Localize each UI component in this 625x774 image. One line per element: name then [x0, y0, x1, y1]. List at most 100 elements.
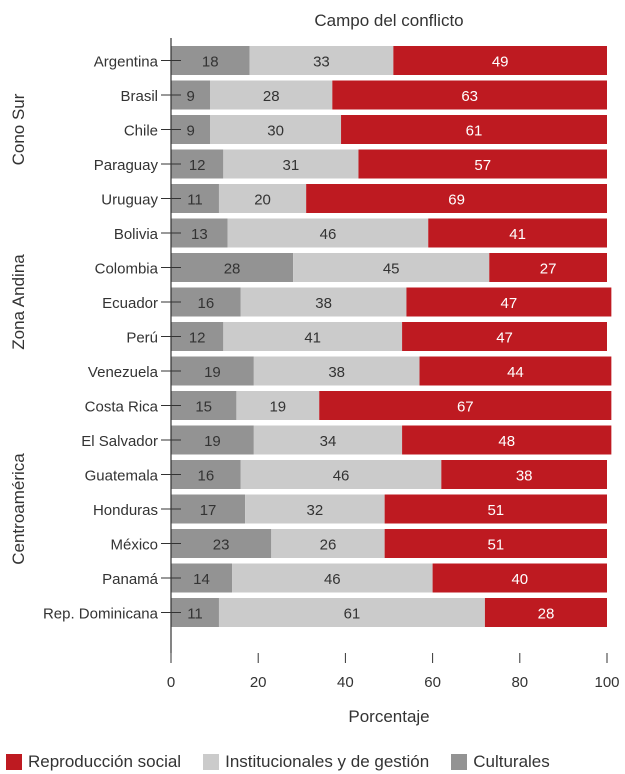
- data-label: 31: [283, 157, 300, 174]
- data-label: 63: [461, 88, 478, 105]
- data-label: 17: [200, 502, 217, 519]
- data-label: 19: [269, 399, 286, 416]
- data-label: 28: [263, 88, 280, 105]
- legend-label: Institucionales y de gestión: [225, 752, 430, 771]
- bar-segment: [171, 356, 254, 386]
- data-label: 23: [213, 537, 230, 554]
- bar-segment: [218, 184, 307, 213]
- legend-swatch: [203, 754, 220, 770]
- bar-segment: [171, 253, 294, 282]
- legend-swatch: [451, 754, 468, 770]
- group-label: Cono Sur: [9, 93, 28, 165]
- bar-segment: [306, 184, 607, 213]
- data-label: 61: [466, 123, 483, 140]
- data-label: 38: [328, 364, 345, 381]
- data-label: 49: [492, 54, 509, 71]
- data-label: 61: [344, 606, 361, 623]
- data-label: 44: [507, 364, 524, 381]
- group-label: Centroamérica: [9, 453, 28, 565]
- chart: Campo del conflicto 18 33 49 Argentina 9 28 63…: [9, 11, 620, 726]
- data-label: 26: [320, 537, 337, 554]
- data-label: 13: [191, 226, 208, 243]
- bar-segment: [171, 425, 254, 455]
- data-label: 40: [511, 571, 528, 588]
- data-label: 16: [198, 295, 215, 312]
- data-label: 67: [457, 399, 474, 416]
- x-tick-label: 60: [424, 674, 441, 691]
- bar-segment: [253, 425, 403, 455]
- data-label: 33: [313, 54, 330, 71]
- bar-segment: [271, 529, 385, 558]
- y-tick-label: Chile: [124, 123, 158, 140]
- group-label: Zona Andina: [9, 254, 28, 350]
- data-label: 19: [204, 364, 221, 381]
- bar-segment: [358, 149, 607, 179]
- y-tick-label: Venezuela: [88, 364, 159, 381]
- data-label: 32: [307, 502, 324, 519]
- data-label: 9: [186, 88, 194, 105]
- x-tick-label: 20: [250, 674, 267, 691]
- legend: Reproducción social Institucionales y de …: [0, 750, 625, 774]
- data-label: 41: [304, 330, 321, 347]
- data-label: 38: [315, 295, 332, 312]
- bar-segment: [171, 529, 272, 558]
- y-tick-label: Rep. Dominicana: [43, 606, 159, 623]
- data-label: 34: [320, 433, 337, 450]
- data-label: 11: [187, 606, 203, 623]
- bar-segment: [171, 287, 241, 317]
- bar-segment: [384, 494, 607, 524]
- bar-segment: [240, 287, 407, 317]
- bar-segment: [341, 115, 607, 144]
- bar-segment: [393, 46, 607, 75]
- data-label: 45: [383, 261, 400, 278]
- bar-segment: [253, 356, 420, 386]
- data-label: 48: [498, 433, 515, 450]
- data-label: 14: [193, 571, 210, 588]
- bar-segment: [332, 80, 607, 110]
- bar-segment: [419, 356, 612, 386]
- bar-segment: [402, 425, 612, 455]
- x-axis-label: Porcentaje: [348, 707, 429, 726]
- data-label: 41: [509, 226, 526, 243]
- bar-segment: [171, 460, 241, 489]
- data-label: 47: [501, 295, 518, 312]
- bar-segment: [319, 391, 612, 420]
- legend-item: Culturales: [451, 752, 550, 772]
- y-tick-label: Brasil: [120, 88, 158, 105]
- bar-segment: [293, 253, 490, 282]
- legend-label: Culturales: [473, 752, 550, 771]
- y-tick-label: Argentina: [94, 54, 159, 71]
- data-label: 9: [186, 123, 194, 140]
- bar-segment: [171, 46, 250, 75]
- y-tick-label: Ecuador: [102, 295, 158, 312]
- data-label: 30: [267, 123, 284, 140]
- bar-segment: [489, 253, 607, 282]
- data-label: 19: [204, 433, 221, 450]
- legend-item: Institucionales y de gestión: [203, 752, 429, 772]
- bar-segment: [210, 115, 342, 144]
- data-label: 18: [202, 54, 219, 71]
- y-tick-label: Perú: [126, 330, 158, 347]
- bar-segment: [171, 391, 237, 420]
- plot-area: 18 33 49 Argentina 9 28 63 Brasil 9 30 61 Chile 12 31…: [9, 38, 620, 691]
- y-tick-label: Bolivia: [114, 226, 159, 243]
- y-tick-label: Uruguay: [101, 192, 158, 209]
- data-label: 27: [540, 261, 557, 278]
- bar-segment: [210, 80, 333, 110]
- y-tick-label: Paraguay: [94, 157, 159, 174]
- y-tick-label: El Salvador: [81, 433, 158, 450]
- data-label: 28: [224, 261, 241, 278]
- bar-segment: [218, 598, 485, 627]
- x-tick-label: 40: [337, 674, 354, 691]
- data-label: 16: [198, 468, 215, 485]
- legend-item: Reproducción social: [6, 752, 181, 772]
- data-label: 15: [195, 399, 212, 416]
- legend-swatch: [6, 754, 22, 770]
- y-tick-label: México: [110, 537, 158, 554]
- data-label: 11: [187, 192, 203, 209]
- bar-segment: [428, 218, 607, 248]
- bar-segment: [441, 460, 607, 489]
- x-tick-label: 0: [167, 674, 175, 691]
- data-label: 69: [448, 192, 465, 209]
- bar-segment: [432, 563, 607, 593]
